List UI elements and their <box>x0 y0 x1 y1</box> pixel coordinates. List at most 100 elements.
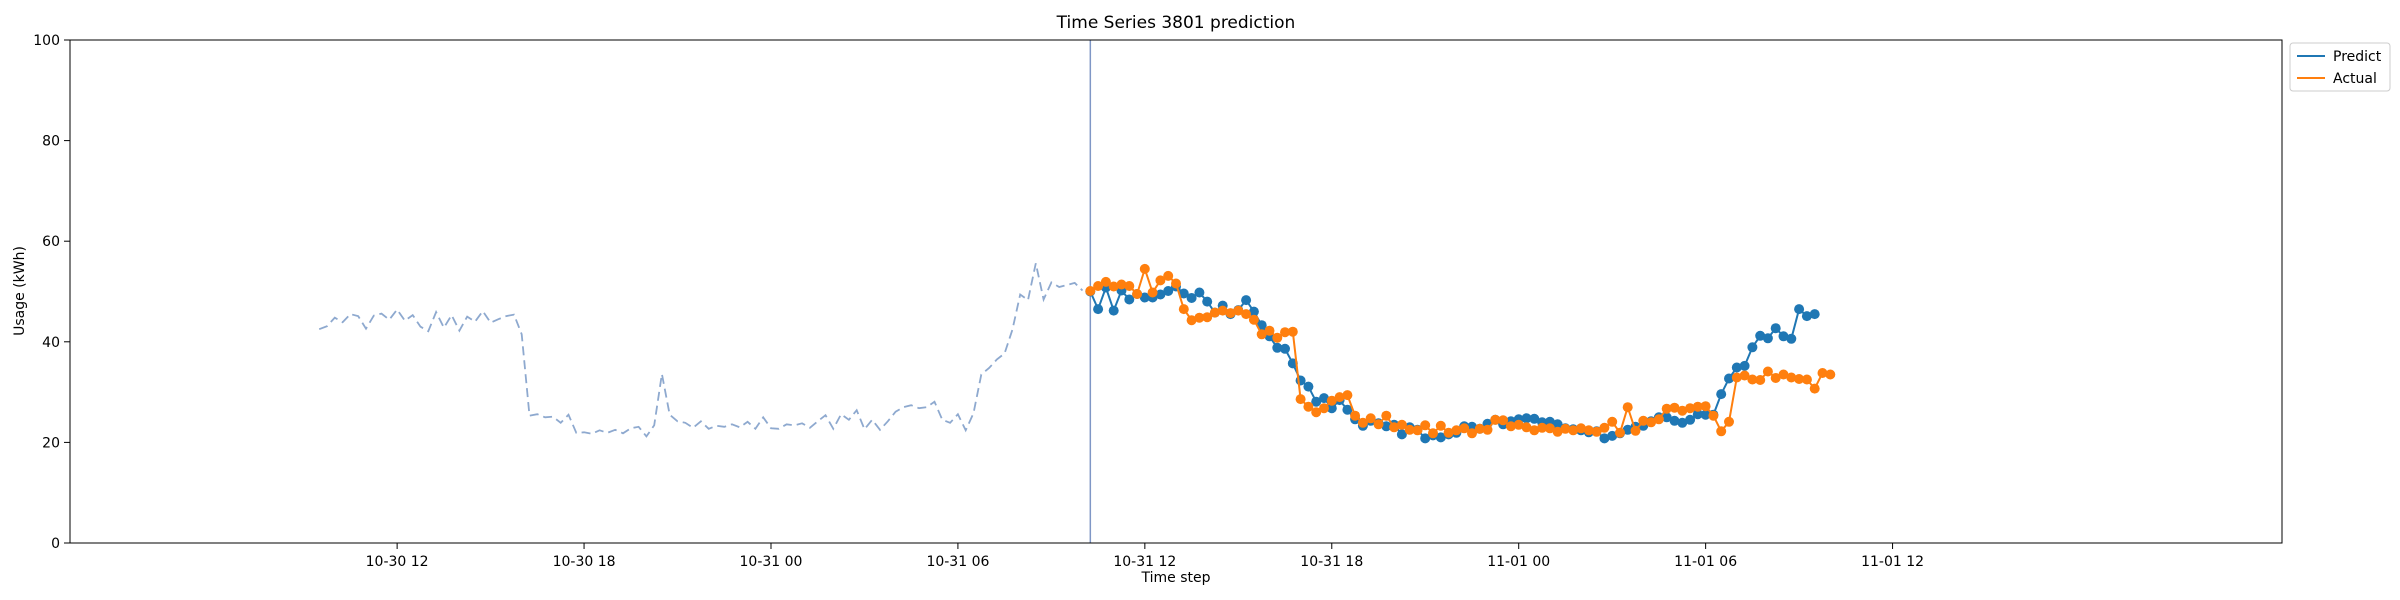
predict-point <box>1326 403 1337 414</box>
y-tick-label: 100 <box>33 33 60 49</box>
x-tick-label: 10-31 06 <box>926 554 989 570</box>
predict-point <box>1272 342 1283 353</box>
actual-point <box>1770 373 1781 383</box>
x-tick-label: 11-01 12 <box>1861 554 1924 570</box>
predict-point <box>1381 421 1392 432</box>
legend-actual-label: Actual <box>2333 71 2377 87</box>
predict-point <box>1794 304 1805 315</box>
x-tick-label: 11-01 06 <box>1674 554 1737 570</box>
actual-point <box>1747 374 1758 385</box>
actual-point <box>1529 425 1540 436</box>
actual-point <box>1256 329 1267 340</box>
actual-point <box>1482 424 1493 435</box>
actual-point <box>1311 407 1322 418</box>
x-tick-label: 10-31 18 <box>1300 554 1363 570</box>
actual-point <box>1459 423 1470 434</box>
actual-point <box>1537 422 1548 433</box>
actual-point <box>1287 326 1298 337</box>
series-actual <box>1085 263 1836 439</box>
x-tick-label: 11-01 00 <box>1487 554 1550 570</box>
predict-point <box>1435 432 1446 443</box>
predict-point <box>1747 342 1758 353</box>
y-tick-label: 40 <box>42 335 60 351</box>
actual-point <box>1591 426 1602 437</box>
predict-point <box>1786 333 1797 344</box>
predict-point <box>1303 381 1314 392</box>
predict-point <box>1692 409 1703 420</box>
y-tick-label: 0 <box>51 536 60 552</box>
actual-point <box>1225 308 1236 319</box>
x-axis-title: Time step <box>1141 570 1211 586</box>
actual-point <box>1264 325 1275 336</box>
history-line <box>318 263 1084 438</box>
predict-point <box>1194 287 1205 298</box>
legend: Predict Actual <box>2289 42 2391 92</box>
predict-point <box>1280 343 1290 354</box>
actual-point <box>1428 428 1438 439</box>
actual-point <box>1615 427 1625 438</box>
x-tick-label: 10-31 00 <box>740 554 803 570</box>
actual-point <box>1607 416 1618 427</box>
actual-point <box>1178 304 1189 315</box>
y-axis-title: Usage (kWh) <box>12 246 28 336</box>
predict-point <box>1139 292 1150 303</box>
actual-point <box>1622 402 1633 413</box>
actual-point <box>1272 332 1283 343</box>
predict-point <box>1739 360 1750 371</box>
predict-point <box>1163 286 1174 296</box>
actual-point <box>1677 405 1688 416</box>
predict-point <box>1622 424 1633 435</box>
actual-point <box>1646 417 1657 428</box>
actual-point <box>1583 425 1594 436</box>
actual-point <box>1373 419 1384 430</box>
actual-point <box>1552 426 1563 437</box>
x-tick-label: 10-30 12 <box>366 554 429 570</box>
y-tick-label: 20 <box>42 435 60 451</box>
predict-point <box>1685 414 1696 425</box>
history-series <box>318 263 1084 438</box>
forecast-series <box>1085 263 1836 444</box>
actual-point <box>1653 414 1664 425</box>
actual-point <box>1303 401 1314 412</box>
actual-point <box>1085 286 1096 296</box>
actual-point <box>1794 374 1805 384</box>
actual-point <box>1139 263 1150 274</box>
actual-point <box>1132 289 1143 299</box>
actual-point <box>1100 276 1111 287</box>
predict-point <box>1186 293 1197 303</box>
actual-point <box>1568 425 1579 436</box>
actual-point <box>1669 402 1680 413</box>
actual-point <box>1342 390 1353 401</box>
actual-point <box>1576 423 1586 434</box>
actual-point <box>1731 372 1742 383</box>
actual-point <box>1389 422 1400 433</box>
predict-point <box>1599 433 1610 444</box>
actual-point <box>1194 312 1205 323</box>
actual-point <box>1217 305 1228 316</box>
actual-point <box>1467 428 1477 439</box>
actual-point <box>1147 287 1158 298</box>
actual-point <box>1661 403 1672 414</box>
actual-point <box>1163 270 1174 281</box>
predict-point <box>1311 396 1322 407</box>
predict-point <box>1661 412 1672 423</box>
predict-point <box>1724 373 1734 384</box>
predict-point <box>1677 417 1688 428</box>
y-tick-label: 60 <box>42 234 60 250</box>
actual-point <box>1404 424 1415 435</box>
x-tick-label: 10-30 18 <box>553 554 616 570</box>
actual-point <box>1490 414 1501 425</box>
actual-point <box>1708 410 1719 421</box>
actual-point <box>1560 423 1571 434</box>
predict-point <box>1124 294 1135 305</box>
actual-point <box>1381 410 1392 421</box>
actual-point <box>1505 421 1516 432</box>
predict-point <box>1241 295 1252 306</box>
actual-point <box>1093 281 1104 291</box>
actual-point <box>1638 415 1649 426</box>
actual-point <box>1778 369 1789 380</box>
y-axis-ticks: 0 20 40 60 80 100 <box>33 33 70 552</box>
actual-point <box>1108 281 1119 292</box>
